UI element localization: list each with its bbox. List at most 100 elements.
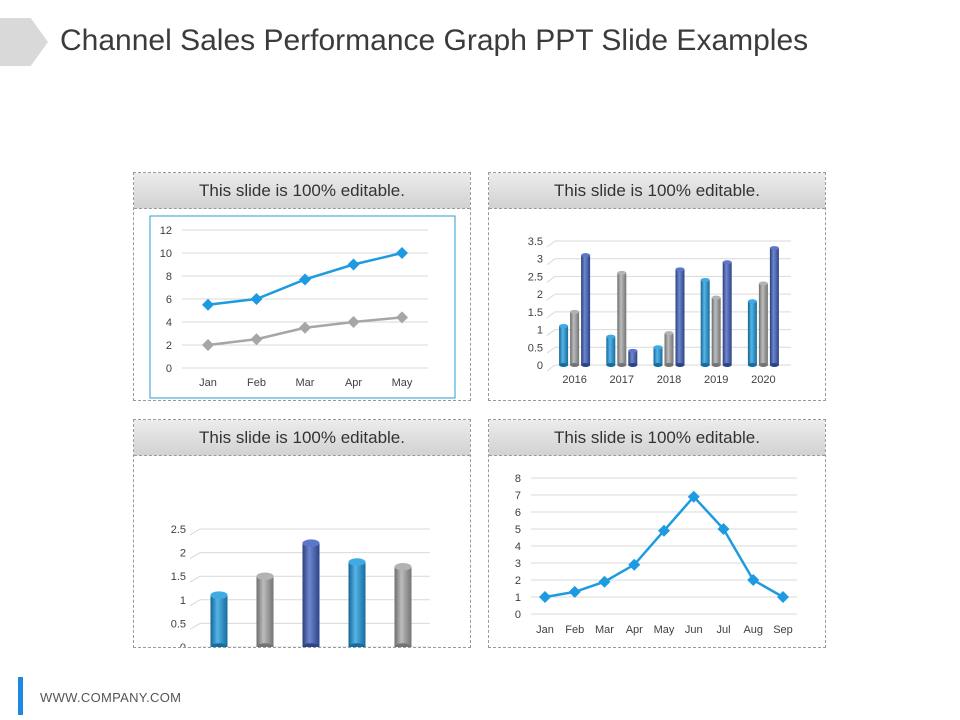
data-point [299, 321, 311, 334]
panel-caption: This slide is 100% editable. [134, 173, 470, 209]
gridline [189, 622, 201, 630]
gridline [546, 346, 556, 354]
y-tick-label: 1 [180, 595, 186, 607]
bar-base [302, 643, 320, 647]
bar-base [256, 643, 274, 647]
bar-base [617, 363, 627, 367]
gridline [546, 240, 556, 248]
y-tick-label: 12 [160, 225, 172, 237]
bar-cap [394, 563, 412, 571]
x-tick-label: Jul [716, 624, 730, 636]
bar-base [606, 363, 616, 367]
bar-cap [348, 558, 366, 566]
bar [581, 255, 591, 365]
x-tick-label: May [392, 377, 413, 389]
bar-cap [628, 348, 638, 353]
y-tick-label: 2.5 [528, 271, 543, 283]
bar-cap [617, 270, 627, 275]
data-point [747, 574, 760, 586]
bar-base [664, 363, 674, 367]
y-tick-label: 0 [166, 363, 172, 375]
y-tick-label: 4 [166, 317, 172, 329]
x-tick-label: 2019 [704, 374, 728, 386]
y-tick-label: 8 [166, 271, 172, 283]
bar-cap [570, 309, 580, 314]
bar-base [653, 363, 663, 367]
panel-caption: This slide is 100% editable. [489, 420, 825, 456]
x-tick-label: Jan [199, 377, 217, 389]
footer-website: WWW.COMPANY.COM [40, 690, 182, 705]
data-point [628, 558, 641, 571]
bar [664, 333, 674, 365]
data-point [717, 523, 730, 535]
gridline [546, 364, 556, 372]
y-tick-label: 3.5 [528, 236, 543, 248]
bar-cap [210, 591, 228, 599]
title-arrow-shape [0, 18, 48, 66]
bar-base [711, 363, 721, 367]
line-chart-monthly: 0 2 4 6 8 10 12 Jan Feb Mar Apr May [149, 215, 456, 399]
bar [675, 269, 685, 365]
plot-frame [149, 215, 456, 399]
bar [348, 562, 366, 647]
bar-cap [559, 324, 569, 329]
bar [628, 350, 638, 365]
bar-cap [256, 572, 274, 580]
data-point [539, 591, 551, 603]
y-tick-label: 1 [515, 592, 521, 604]
bar-base [210, 643, 228, 647]
y-tick-label: 10 [160, 248, 172, 260]
data-point [347, 258, 360, 271]
bar-base [700, 363, 710, 367]
y-tick-label: 2 [180, 548, 186, 560]
gridline [546, 258, 556, 266]
y-tick-label: 5 [515, 524, 521, 536]
y-tick-label: 3 [537, 254, 543, 266]
gridline [546, 276, 556, 283]
line-chart-nine-months: 0 1 2 3 4 5 6 7 8 Jan Feb Mar Apr May Jun Jul Aug Sep [515, 473, 797, 636]
x-tick-label: 2020 [751, 374, 775, 386]
panel-caption: This slide is 100% editable. [134, 420, 470, 456]
x-tick-label: Jan [536, 624, 554, 636]
x-tick-label: 2018 [657, 374, 681, 386]
x-tick-label: Apr [626, 624, 643, 636]
data-point [202, 298, 214, 311]
gridline [189, 528, 201, 536]
x-tick-label: Apr [345, 377, 362, 389]
x-tick-label: Aug [743, 624, 763, 636]
y-tick-label: 2 [515, 575, 521, 587]
x-tick-label: 2016 [562, 374, 586, 386]
data-point [396, 247, 408, 259]
bar-cap [711, 295, 721, 300]
y-tick-label: 2.5 [171, 524, 186, 536]
bar [570, 311, 580, 365]
gridline [189, 575, 201, 583]
panel-line-chart-2: This slide is 100% editable. 0 1 2 3 4 5 6 7 8 Ja… [488, 419, 826, 648]
bar-base [348, 643, 366, 647]
panel-line-chart-1: This slide is 100% editable. 0 2 4 6 8 10 12 Ja… [133, 172, 471, 401]
gridline [189, 599, 201, 607]
bar [722, 262, 732, 365]
bar [769, 248, 779, 365]
bar [758, 283, 768, 365]
y-tick-label: 4 [515, 541, 521, 553]
data-point [250, 333, 263, 346]
bar-cap [302, 539, 320, 547]
bar [394, 566, 412, 647]
bar-base [722, 363, 732, 367]
bar-base [394, 643, 412, 647]
y-tick-label: 6 [515, 507, 521, 519]
panel-caption: This slide is 100% editable. [489, 173, 825, 209]
gridline [189, 552, 201, 560]
x-tick-label: Feb [247, 377, 266, 389]
y-tick-label: 0 [180, 642, 186, 647]
x-tick-label: 2017 [610, 374, 634, 386]
gridline [546, 293, 556, 301]
bar-cap [700, 277, 710, 282]
x-tick-label: Mar [296, 377, 315, 389]
bar-cap [769, 246, 779, 251]
bar-base [581, 363, 591, 367]
y-tick-label: 0.5 [171, 618, 186, 630]
x-tick-label: Jun [685, 624, 703, 636]
